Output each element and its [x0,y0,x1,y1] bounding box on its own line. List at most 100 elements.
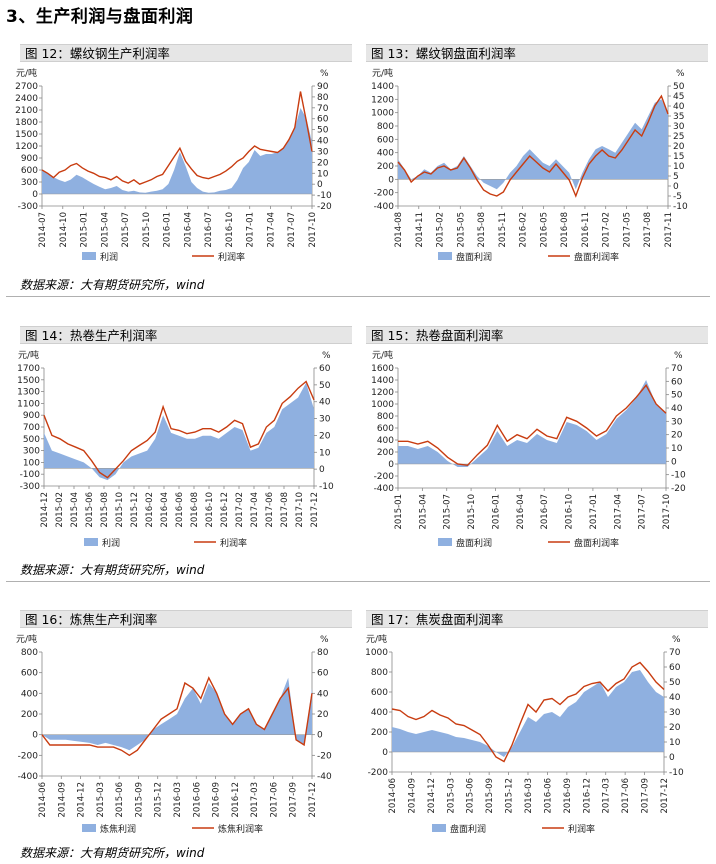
series-line-盘面利润率 [398,384,667,467]
y2-tick-label: 60 [671,377,683,387]
y2-tick-label: -20 [317,751,332,761]
x-tick-label: 2017-08 [280,492,290,528]
y2-tick-label: 60 [317,115,329,125]
y2-tick-label: 80 [317,93,329,103]
y2-tick-label: -10 [317,191,332,201]
x-tick-label: 2015-01 [394,494,404,530]
y-tick-label: 1000 [365,648,388,658]
y-axis-unit: 元/吨 [372,67,393,79]
series-line-盘面利润率 [397,94,669,198]
y2-tick-label: 30 [319,415,331,425]
x-tick-label: 2014-09 [57,782,67,818]
y2-tick-label: 60 [317,669,329,679]
chart-17-title: 图 17：焦炭盘面利润率 [366,610,708,628]
x-tick-label: 2017-07 [287,212,297,248]
chart-13-title: 图 13：螺纹钢盘面利润率 [366,44,708,62]
x-tick-label: 2016-11 [581,212,591,248]
y2-tick-label: 60 [669,663,681,673]
chart-14-hotcoil-production-profit: 元/吨 %1700150013001100900700500300100-100-… [17,349,334,549]
x-tick-label: 2016-10 [205,492,215,528]
y2-tick-label: 30 [673,122,685,132]
x-tick-label: 2016-03 [173,782,183,818]
y2-tick-label: 20 [673,142,685,152]
y2-tick-label: 5 [673,172,679,182]
x-tick-label: 2017-09 [641,778,651,814]
y-tick-label: 200 [21,710,38,720]
y-tick-label: -400 [374,484,395,494]
chart-17-coke-futures-profit: 元/吨 % 1000 800 600 400 200 0 -200 70 60 50 40 30 20 10 0… [365,633,684,835]
legend-label: 盘面利润 [450,823,486,835]
x-tick-label: 2016-04 [516,494,526,530]
y2-tick-label: 20 [669,723,681,733]
x-tick-label: 2017-11 [664,212,674,248]
legend-swatch-area [438,252,452,260]
y2-tick-label: -10 [671,471,686,481]
x-tick-label: 2016-03 [524,778,534,814]
x-tick-label: 2017-06 [621,778,631,814]
y2-tick-label: 20 [319,431,331,441]
x-tick-label: 2016-02 [145,492,155,528]
y-tick-label: 700 [23,423,40,433]
y-tick-label: 200 [377,448,394,458]
y-tick-label: 1700 [17,364,40,374]
y-tick-label: -300 [18,202,39,212]
y-tick-label: -200 [374,189,395,199]
y2-tick-label: 20 [317,158,329,168]
y2-tick-label: 30 [669,708,681,718]
series-area-炼焦利润 [42,677,312,751]
x-tick-label: 2017-10 [295,492,305,528]
chart-14-title: 图 14：热卷生产利润率 [20,326,352,344]
x-tick-label: 2015-02 [436,212,446,248]
y-tick-label: 2100 [15,106,38,116]
y2-tick-label: 50 [319,381,331,391]
y-tick-label: 200 [371,728,388,738]
legend-swatch-area [82,824,96,832]
y-tick-label: 0 [32,731,38,741]
x-tick-label: 2015-07 [443,494,453,530]
y2-axis-unit: % [320,635,329,645]
chart-16-coking-production-profit: 元/吨 %8006004002000-200-400806040200-20-40… [16,633,332,835]
y2-tick-label: 50 [671,391,683,401]
y-axis-unit: 元/吨 [366,633,387,645]
y2-axis-unit: % [674,351,683,361]
x-tick-label: 2015-06 [115,782,125,818]
x-tick-label: 2015-10 [467,494,477,530]
y-tick-label: 300 [21,178,38,188]
x-tick-label: 2015-08 [100,492,110,528]
y2-tick-label: 50 [317,126,329,136]
x-tick-label: 2016-08 [190,492,200,528]
y-tick-label: 900 [23,411,40,421]
y2-tick-label: -20 [671,484,686,494]
x-tick-label: 2016-04 [183,212,193,248]
y2-axis-unit: % [672,635,681,645]
series-area-利润 [42,108,312,194]
y-tick-label: 500 [23,435,40,445]
x-tick-label: 2014-06 [38,782,48,818]
y2-tick-label: 70 [317,104,329,114]
y-tick-label: 1300 [17,388,40,398]
y-tick-label: 1200 [371,95,394,105]
legend-label: 利润率 [568,823,595,835]
x-tick-label: 2017-03 [250,782,260,818]
x-tick-label: 2014-10 [59,212,69,248]
x-tick-label: 2015-10 [142,212,152,248]
x-tick-label: 2017-04 [250,492,260,528]
x-tick-label: 2016-06 [175,492,185,528]
x-tick-label: 2014-08 [394,212,404,248]
y-tick-label: 600 [21,669,38,679]
y-tick-label: 400 [377,436,394,446]
y-tick-label: 900 [21,154,38,164]
y2-axis-unit: % [676,69,685,79]
section-title: 3、生产利润与盘面利润 [6,7,194,27]
legend-label: 利润 [100,251,118,263]
x-tick-label: 2015-05 [456,212,466,248]
y-tick-label: 1400 [371,376,394,386]
chart-12-rebar-production-profit: 元/吨 %2700240021001800150012009006003000-3… [15,67,332,263]
y2-tick-label: 10 [319,448,331,458]
legend-label: 利润率 [218,251,245,263]
y-tick-label: 0 [32,190,38,200]
y-tick-label: 1600 [371,364,394,374]
x-tick-label: 2017-05 [622,212,632,248]
y2-tick-label: 20 [671,431,683,441]
x-tick-label: 2016-06 [192,782,202,818]
